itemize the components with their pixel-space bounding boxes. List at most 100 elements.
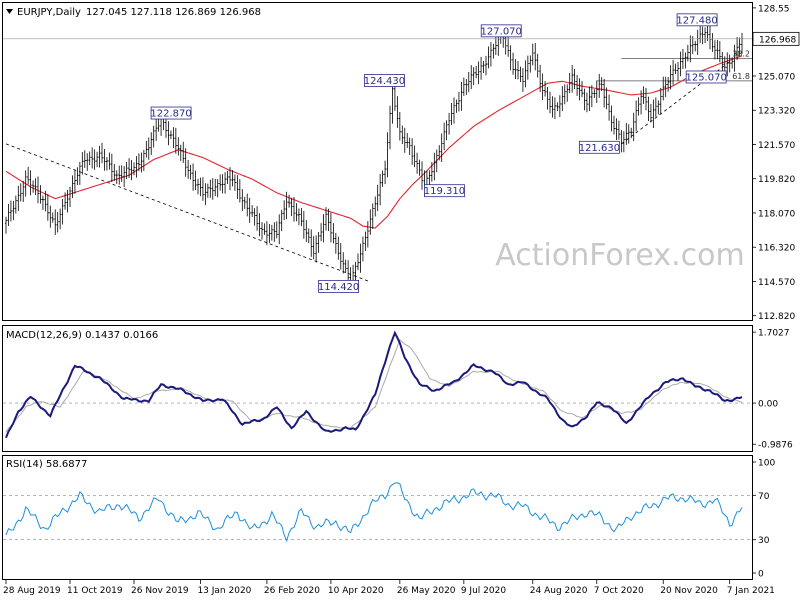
uptrend-line: [621, 61, 730, 145]
ohlc-bar: [364, 231, 367, 251]
ohlc-bar: [155, 118, 158, 141]
ohlc-bar: [263, 223, 266, 235]
rsi-tick-label: 100: [758, 459, 775, 469]
ohlc-bar: [54, 209, 57, 235]
ohlc-bar: [319, 223, 323, 242]
svg-text:121.630: 121.630: [579, 143, 620, 154]
price-title-group: EURJPY,Daily 127.045 127.118 126.869 126…: [6, 7, 261, 18]
ohlc-bar: [29, 170, 32, 196]
ohlc-bar: [465, 79, 468, 95]
ohlc-bar: [369, 209, 372, 235]
ohlc-bar: [51, 212, 54, 223]
ohlc-bar: [607, 94, 611, 121]
time-tick-label: 9 Jul 2020: [461, 586, 506, 596]
ohlc-bar: [214, 178, 217, 197]
ohlc-bar: [125, 161, 128, 179]
price-label: 122.870: [150, 106, 192, 120]
ohlc-bar: [740, 32, 744, 54]
ohlc-bar: [494, 36, 497, 55]
ohlc-bar: [534, 42, 537, 71]
ohlc-bar: [701, 26, 704, 45]
ohlc-bar: [246, 193, 249, 217]
ohlc-bar: [152, 125, 155, 148]
svg-text:124.430: 124.430: [364, 76, 405, 87]
price-tick-label: 123.320: [758, 107, 795, 117]
time-tick-label: 10 Apr 2020: [328, 586, 384, 596]
ohlc-bar: [95, 151, 99, 168]
rsi-value-line: [5, 482, 743, 543]
price-title: EURJPY,Daily: [17, 7, 81, 18]
rsi-tick-label: 70: [758, 492, 770, 502]
ohlc-bar: [509, 45, 512, 71]
svg-text:127.480: 127.480: [676, 15, 717, 26]
ohlc-bar: [223, 172, 227, 194]
macd-lines: [5, 330, 743, 439]
ohlc-bar: [635, 100, 638, 132]
price-label: 127.480: [676, 13, 718, 26]
ohlc-bar: [575, 74, 579, 96]
ohlc-bar: [443, 122, 446, 151]
time-axis: 28 Aug 2019 11 Oct 2019 26 Nov 2019 13 Jan …: [3, 579, 775, 596]
ohlc-bar: [379, 173, 382, 206]
price-label: 125.070: [685, 70, 727, 83]
ohlc-bar: [413, 145, 416, 168]
ohlc-bar: [359, 243, 362, 273]
ohlc-bar: [526, 55, 529, 80]
macd-signal-line: [5, 338, 743, 433]
ohlc-bar: [86, 153, 89, 171]
ohlc-bar: [12, 200, 15, 221]
ohlc-bar: [315, 235, 318, 263]
ohlc-bar: [388, 105, 392, 150]
ohlc-bar: [63, 192, 67, 210]
ohlc-bar: [447, 112, 451, 135]
time-tick-label: 26 May 2020: [397, 586, 456, 596]
ohlc-bar: [470, 65, 473, 90]
ohlc-bar: [342, 252, 345, 274]
rsi-tick-label: 0: [758, 570, 764, 580]
ohlc-bar: [344, 259, 347, 273]
ohlc-bar: [147, 137, 150, 160]
ohlc-bar: [332, 223, 335, 244]
ohlc-bar: [649, 104, 653, 123]
ohlc-bar: [647, 96, 650, 121]
ohlc-bar: [699, 23, 702, 44]
ohlc-bar: [716, 39, 719, 60]
ohlc-bar: [137, 153, 141, 172]
svg-text:114.420: 114.420: [318, 282, 359, 293]
ohlc-bar: [226, 171, 229, 185]
ohlc-bar: [585, 92, 589, 113]
ohlc-bar: [487, 46, 490, 69]
price-tick-label: 119.820: [758, 175, 795, 185]
ohlc-bar: [639, 90, 643, 115]
collapse-triangle-icon[interactable]: [6, 9, 13, 14]
fibonacci-label: 61.8: [732, 0, 750, 1]
ohlc-bar: [531, 43, 534, 66]
ohlc-bar: [415, 152, 419, 174]
ohlc-bar: [578, 78, 581, 101]
time-tick-label: 26 Feb 2020: [264, 586, 320, 596]
ohlc-bar: [219, 174, 222, 191]
ohlc-bar: [492, 43, 495, 59]
ohlc-bar: [450, 103, 453, 125]
ohlc-bar: [479, 56, 483, 80]
ohlc-bar: [521, 67, 525, 92]
ohlc-bar: [561, 86, 564, 112]
ohlc-bar: [361, 236, 365, 262]
ohlc-bar: [556, 102, 559, 112]
ohlc-bar: [374, 196, 377, 217]
ohlc-bar: [118, 165, 121, 185]
ohlc-bar: [615, 118, 618, 140]
ohlc-bar: [300, 207, 303, 227]
rsi-tick-label: 30: [758, 536, 770, 546]
ohlc-bar: [386, 132, 389, 178]
ohlc-bar: [56, 211, 59, 233]
ohlc-bar: [255, 206, 259, 231]
rsi-line: [5, 482, 743, 543]
ohlc-bar: [98, 145, 101, 168]
ohlc-bar: [287, 194, 291, 208]
ohlc-bar: [31, 180, 35, 193]
price-tick-label: 128.55: [758, 4, 790, 14]
ohlc-bar: [179, 144, 182, 161]
ohlc-bar: [17, 185, 20, 212]
time-tick-label: 26 Nov 2019: [131, 586, 189, 596]
